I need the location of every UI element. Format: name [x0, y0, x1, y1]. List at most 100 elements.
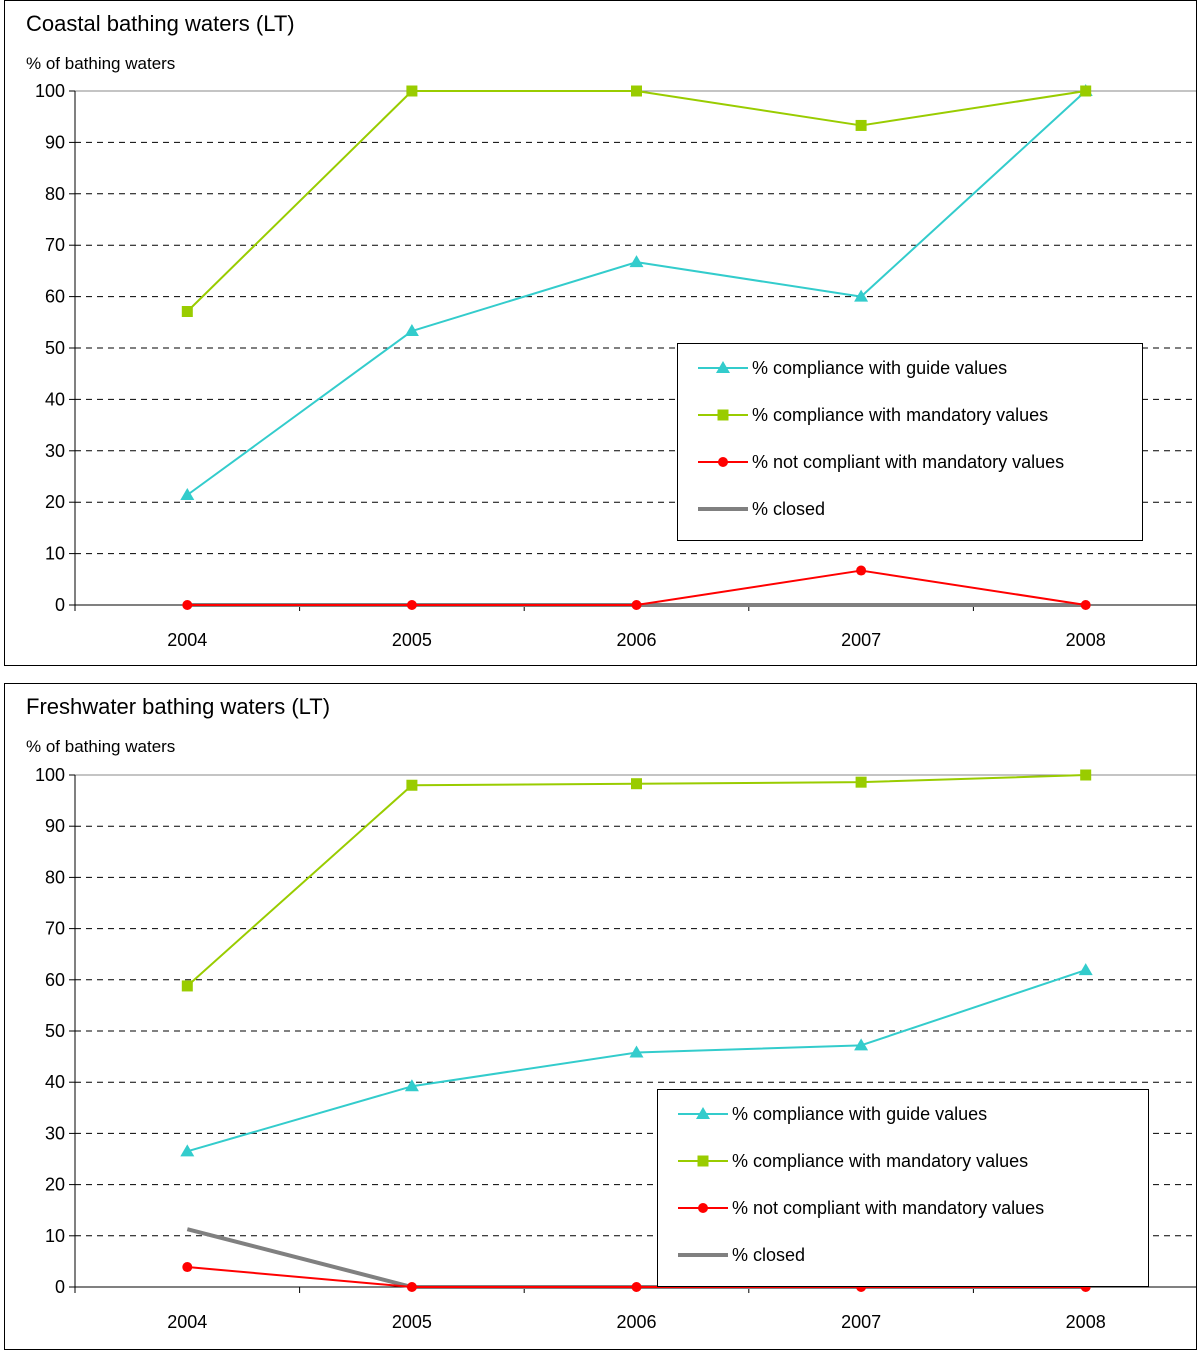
- data-point: [181, 980, 193, 992]
- x-tick-label: 2004: [167, 630, 207, 650]
- series-line: [186, 90, 1086, 313]
- y-axis-label: % of bathing waters: [26, 737, 176, 756]
- y-tick-label: 10: [45, 544, 65, 564]
- legend-swatch: [678, 1155, 728, 1167]
- series-line: [186, 774, 1086, 987]
- data-point: [180, 488, 195, 501]
- legend-swatch: [698, 457, 748, 467]
- data-point: [182, 600, 193, 610]
- legend-item-pct-not-compliant-with-mandatory-values: % not compliant with mandatory values: [696, 450, 1064, 474]
- data-point: [631, 1282, 642, 1292]
- series-pct-compliance-with-guide-values: [180, 963, 1093, 1157]
- legend-item-pct-closed: % closed: [676, 1243, 805, 1267]
- legend-label: % not compliant with mandatory values: [752, 451, 1065, 472]
- data-point: [406, 600, 417, 610]
- legend-label: % not compliant with mandatory values: [732, 1197, 1045, 1218]
- legend-item-pct-compliance-with-guide-values: % compliance with guide values: [676, 1102, 987, 1126]
- y-tick-label: 50: [45, 1021, 65, 1041]
- legend-item-pct-compliance-with-mandatory-values: % compliance with mandatory values: [676, 1149, 1028, 1173]
- y-tick-label: 80: [45, 867, 65, 887]
- x-tick-label: 2008: [1066, 1312, 1106, 1332]
- legend-swatch: [698, 507, 748, 511]
- data-point: [180, 1144, 195, 1157]
- data-point: [182, 1262, 193, 1273]
- data-point: [629, 255, 644, 268]
- data-point: [854, 289, 869, 302]
- y-tick-label: 60: [45, 287, 65, 307]
- legend-label: % compliance with mandatory values: [732, 1150, 1029, 1171]
- series-pct-not-compliant-with-mandatory-values: [182, 1262, 1091, 1292]
- data-point: [406, 1282, 417, 1292]
- data-point: [1080, 769, 1092, 781]
- legend-swatch-marker: [718, 457, 728, 467]
- y-tick-label: 30: [45, 1123, 65, 1143]
- x-tick-label: 2005: [392, 1312, 432, 1332]
- data-point: [406, 85, 418, 97]
- legend-label: % compliance with mandatory values: [752, 404, 1049, 425]
- x-tick-label: 2006: [616, 1312, 656, 1332]
- y-tick-label: 10: [45, 1226, 65, 1246]
- y-tick-label: 20: [45, 492, 65, 512]
- legend-label: % closed: [752, 498, 826, 519]
- data-point: [404, 324, 419, 337]
- legend-label: % closed: [732, 1244, 806, 1265]
- data-point: [404, 1079, 419, 1092]
- y-tick-label: 0: [55, 595, 65, 615]
- data-point: [856, 565, 867, 576]
- y-tick-label: 80: [45, 184, 65, 204]
- y-tick-label: 70: [45, 919, 65, 939]
- legend-swatch-marker: [696, 1107, 710, 1119]
- gridlines: [75, 90, 1196, 555]
- freshwater-legend: % compliance with guide values % complian…: [657, 1089, 1149, 1287]
- legend-swatch-marker: [716, 361, 730, 373]
- y-tick-label: 40: [45, 389, 65, 409]
- y-tick-label: 40: [45, 1072, 65, 1092]
- data-point: [406, 779, 418, 791]
- legend-item-pct-closed: % closed: [696, 497, 825, 521]
- freshwater-plot: 0 10 20 30 40 50 60 70 80 90 100 2004 2005 2006 2007 20…: [35, 765, 1196, 1332]
- data-point: [1080, 85, 1092, 97]
- y-tick-label: 70: [45, 235, 65, 255]
- legend-swatch-marker: [697, 1155, 709, 1167]
- legend-swatch: [678, 1253, 728, 1257]
- legend-swatch: [678, 1107, 728, 1119]
- x-tick-label: 2007: [841, 1312, 881, 1332]
- series-line: [187, 569, 1086, 606]
- legend-swatch-marker: [717, 409, 729, 421]
- y-tick-label: 50: [45, 338, 65, 358]
- freshwater-chart-panel: Freshwater bathing waters (LT) % of bath…: [4, 683, 1197, 1350]
- series-pct-not-compliant-with-mandatory-values: [182, 565, 1091, 610]
- data-point: [631, 600, 642, 610]
- coastal-legend: % compliance with guide values % complian…: [677, 343, 1143, 541]
- legend-item-pct-compliance-with-mandatory-values: % compliance with mandatory values: [696, 403, 1048, 427]
- y-tick-label: 100: [35, 81, 65, 101]
- data-point: [631, 778, 642, 790]
- legend-item-pct-compliance-with-guide-values: % compliance with guide values: [696, 356, 1007, 380]
- data-point: [629, 1045, 644, 1058]
- y-tick-label: 30: [45, 441, 65, 461]
- legend-swatch: [678, 1203, 728, 1213]
- x-tick-label: 2005: [392, 630, 432, 650]
- coastal-chart-panel: Coastal bathing waters (LT) % of bathing…: [4, 0, 1197, 666]
- x-tick-label: 2008: [1066, 630, 1106, 650]
- x-tick-label: 2004: [167, 1312, 207, 1332]
- chart-title: Coastal bathing waters (LT): [26, 11, 295, 36]
- data-point: [631, 85, 642, 97]
- series-pct-compliance-with-mandatory-values: [181, 85, 1092, 318]
- x-tick-label: 2006: [616, 630, 656, 650]
- data-point: [1078, 963, 1093, 976]
- y-tick-label: 100: [35, 765, 65, 785]
- legend-swatch-marker: [698, 1203, 708, 1213]
- y-axis-label: % of bathing waters: [26, 54, 176, 73]
- y-tick-label: 90: [45, 132, 65, 152]
- data-point: [855, 776, 867, 788]
- x-tick-label: 2007: [841, 630, 881, 650]
- data-point: [181, 306, 193, 318]
- data-point: [854, 1038, 869, 1051]
- y-tick-label: 0: [55, 1277, 65, 1297]
- legend-label: % compliance with guide values: [752, 357, 1008, 378]
- series-pct-compliance-with-mandatory-values: [181, 769, 1092, 992]
- legend-swatch: [698, 409, 748, 421]
- data-point: [1080, 600, 1091, 610]
- y-tick-label: 90: [45, 816, 65, 836]
